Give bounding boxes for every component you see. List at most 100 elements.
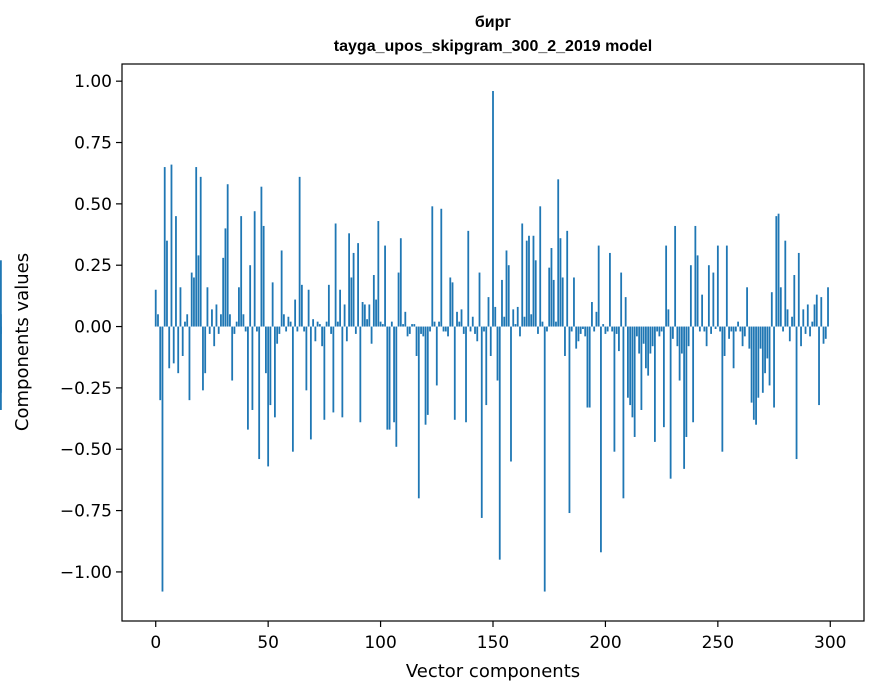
bar xyxy=(501,279,503,327)
bar xyxy=(375,299,377,327)
bar xyxy=(712,272,715,327)
bar xyxy=(548,267,551,327)
x-tick-label: 200 xyxy=(589,633,621,653)
bar xyxy=(226,184,229,327)
bar xyxy=(618,326,620,352)
bar xyxy=(357,243,359,327)
bar xyxy=(453,326,456,420)
bar xyxy=(462,326,465,334)
bar xyxy=(777,213,780,327)
bar xyxy=(0,260,2,327)
bar xyxy=(615,326,618,334)
bar xyxy=(653,326,656,442)
bar xyxy=(689,265,692,327)
bar xyxy=(514,324,517,327)
x-axis-label: Vector components xyxy=(406,661,580,682)
bar xyxy=(426,326,429,415)
bar xyxy=(372,275,375,327)
bar xyxy=(671,326,674,339)
bar xyxy=(779,287,782,327)
bar xyxy=(768,326,771,386)
bar xyxy=(746,287,748,327)
bar xyxy=(503,316,506,327)
x-tick-label: 300 xyxy=(814,633,846,653)
bar xyxy=(348,233,350,327)
bar xyxy=(424,326,427,425)
bar xyxy=(298,176,301,327)
bar xyxy=(604,326,607,334)
bar xyxy=(600,326,602,553)
bar xyxy=(793,275,796,327)
bar xyxy=(714,326,717,329)
bar xyxy=(588,326,591,408)
bar xyxy=(703,326,706,332)
bar xyxy=(381,324,384,327)
bar xyxy=(782,326,784,332)
bar xyxy=(289,321,292,327)
y-tick-label: 0.25 xyxy=(74,256,112,276)
bar xyxy=(177,326,180,374)
bar xyxy=(208,326,211,334)
x-tick-label: 0 xyxy=(150,633,161,653)
bar xyxy=(314,326,317,342)
bar xyxy=(195,167,198,327)
bar xyxy=(750,326,753,403)
bar xyxy=(811,321,814,327)
bar xyxy=(640,326,643,410)
bar xyxy=(546,326,548,332)
bar xyxy=(305,326,308,391)
bar xyxy=(683,326,686,469)
bar xyxy=(471,316,474,327)
y-axis-label: Components values xyxy=(12,253,33,431)
bar xyxy=(215,304,218,327)
bar xyxy=(487,297,490,327)
bar xyxy=(420,326,422,334)
bar xyxy=(307,289,310,327)
bar xyxy=(249,265,252,327)
chart-subtitle: tayga_upos_skipgram_300_2_2019 model xyxy=(334,38,652,55)
bar xyxy=(240,216,243,327)
bar xyxy=(815,294,818,327)
bar xyxy=(757,326,760,398)
bar xyxy=(350,277,353,327)
bar xyxy=(384,245,386,327)
bar xyxy=(251,326,254,410)
bar xyxy=(244,326,247,332)
x-tick-label: 100 xyxy=(364,633,396,653)
bar xyxy=(602,324,605,327)
bar xyxy=(568,326,571,514)
bar xyxy=(354,326,357,334)
bar xyxy=(575,326,578,349)
bar xyxy=(570,326,573,332)
bar xyxy=(458,321,461,327)
bar xyxy=(620,272,623,327)
bar xyxy=(496,326,499,381)
bar xyxy=(802,309,805,327)
bar xyxy=(352,252,355,327)
bar xyxy=(593,326,596,332)
bar xyxy=(422,326,425,337)
bar xyxy=(827,287,829,327)
bar xyxy=(190,272,193,327)
bar xyxy=(627,326,629,398)
bar xyxy=(233,326,236,334)
bar xyxy=(804,326,807,334)
bar xyxy=(775,216,778,327)
bar xyxy=(676,326,679,347)
bar xyxy=(537,326,539,334)
bar xyxy=(309,326,312,440)
bar xyxy=(197,255,200,327)
bar xyxy=(206,287,209,327)
bar xyxy=(193,277,195,327)
bar xyxy=(175,216,177,327)
y-tick-label: 1.00 xyxy=(74,72,112,92)
bar xyxy=(489,326,492,356)
bar xyxy=(202,326,204,391)
bar xyxy=(485,326,488,406)
bar xyxy=(235,321,238,327)
bar xyxy=(179,287,182,327)
bar-series xyxy=(0,90,829,592)
bar xyxy=(366,319,368,327)
bar xyxy=(680,326,683,354)
bar xyxy=(247,326,249,430)
